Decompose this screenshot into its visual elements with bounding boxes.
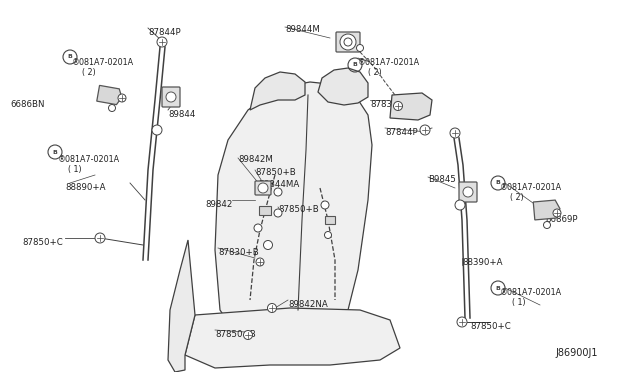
Polygon shape: [533, 200, 560, 220]
Polygon shape: [97, 86, 122, 105]
Circle shape: [166, 92, 176, 102]
Text: B: B: [495, 285, 500, 291]
Text: B9844MA: B9844MA: [258, 180, 300, 189]
Text: 89844: 89844: [168, 110, 195, 119]
Text: 6686BN: 6686BN: [10, 100, 45, 109]
Circle shape: [268, 304, 276, 312]
Text: 88890+A: 88890+A: [65, 183, 106, 192]
Circle shape: [95, 233, 105, 243]
Text: 87850+B: 87850+B: [278, 205, 319, 214]
Text: ( 2): ( 2): [368, 68, 381, 77]
Text: 89842: 89842: [205, 200, 232, 209]
Circle shape: [343, 37, 353, 47]
Text: 87844P: 87844P: [385, 128, 418, 137]
Text: 87850+C: 87850+C: [470, 322, 511, 331]
Circle shape: [118, 94, 126, 102]
Polygon shape: [250, 72, 305, 110]
Circle shape: [256, 258, 264, 266]
Bar: [325, 216, 335, 224]
FancyBboxPatch shape: [459, 182, 477, 202]
Circle shape: [324, 231, 332, 238]
Circle shape: [553, 209, 561, 217]
Bar: [259, 205, 271, 215]
FancyBboxPatch shape: [255, 181, 271, 195]
Text: 87850+C: 87850+C: [22, 238, 63, 247]
Circle shape: [356, 45, 364, 51]
Circle shape: [243, 330, 253, 340]
Circle shape: [264, 241, 273, 250]
Text: 87850+B: 87850+B: [215, 330, 256, 339]
Circle shape: [274, 188, 282, 196]
FancyBboxPatch shape: [162, 87, 180, 107]
Text: J86900J1: J86900J1: [555, 348, 598, 358]
Text: 88390+A: 88390+A: [462, 258, 502, 267]
Circle shape: [420, 125, 430, 135]
Circle shape: [394, 102, 403, 110]
Text: ®081A7-0201A: ®081A7-0201A: [500, 183, 562, 192]
Text: ( 1): ( 1): [68, 165, 82, 174]
Text: ®081A7-0201A: ®081A7-0201A: [500, 288, 562, 297]
Circle shape: [344, 38, 352, 46]
Text: 86869P: 86869P: [545, 215, 577, 224]
Text: ( 2): ( 2): [82, 68, 96, 77]
Circle shape: [254, 224, 262, 232]
Text: 87850+B: 87850+B: [255, 168, 296, 177]
Circle shape: [157, 37, 167, 47]
Text: ®081A7-0201A: ®081A7-0201A: [358, 58, 420, 67]
Circle shape: [274, 209, 282, 217]
Text: ( 1): ( 1): [512, 298, 525, 307]
Circle shape: [152, 125, 162, 135]
Text: B: B: [495, 180, 500, 186]
Text: B: B: [52, 150, 58, 154]
Circle shape: [340, 34, 356, 50]
Text: 89842NA: 89842NA: [288, 300, 328, 309]
Circle shape: [450, 128, 460, 138]
Text: 89844M: 89844M: [285, 25, 320, 34]
Text: 87830+B: 87830+B: [218, 248, 259, 257]
Polygon shape: [390, 93, 432, 120]
Text: ( 2): ( 2): [510, 193, 524, 202]
Circle shape: [321, 201, 329, 209]
Text: ®081A7-0201A: ®081A7-0201A: [72, 58, 134, 67]
Text: 87844P: 87844P: [148, 28, 180, 37]
Polygon shape: [318, 68, 368, 105]
Polygon shape: [168, 240, 195, 372]
Text: 87834Q: 87834Q: [370, 100, 404, 109]
Circle shape: [455, 200, 465, 210]
Circle shape: [457, 317, 467, 327]
Polygon shape: [215, 82, 372, 340]
Polygon shape: [185, 308, 400, 368]
Text: 89842M: 89842M: [238, 155, 273, 164]
Circle shape: [109, 105, 115, 112]
Text: B: B: [68, 55, 72, 60]
FancyBboxPatch shape: [336, 32, 360, 52]
Circle shape: [258, 183, 268, 193]
Text: ®081A7-0201A: ®081A7-0201A: [58, 155, 120, 164]
Text: B9845: B9845: [428, 175, 456, 184]
Circle shape: [463, 187, 473, 197]
Circle shape: [543, 221, 550, 228]
Text: B: B: [353, 62, 357, 67]
